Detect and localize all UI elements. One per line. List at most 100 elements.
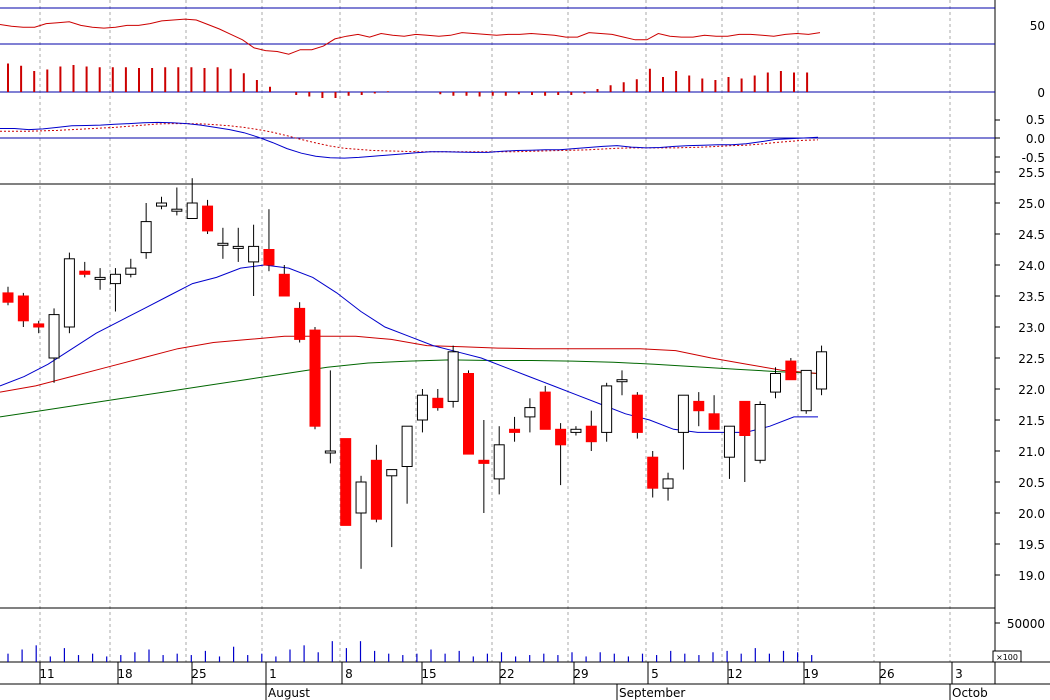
candle [509,416,521,442]
day-label: 22 [499,667,514,681]
price-tick-label: 25.5 [1018,166,1045,180]
volume-tick-50000: 50000 [1007,617,1045,631]
candle [248,224,260,296]
candle [770,367,781,399]
candle [816,345,828,396]
day-label: 18 [117,667,132,681]
volume-panel: 50000 ×100 [7,617,1045,663]
candle [539,385,551,430]
candle [785,358,797,381]
macd-tick-0.5: 0.5 [1026,113,1045,127]
month-label: September [619,686,685,700]
price-tick-label: 22.5 [1018,352,1045,366]
candle [370,444,382,523]
candle [232,227,244,262]
candle [217,227,229,259]
candle [739,400,751,482]
month-label: Octob [952,686,988,700]
day-label: 8 [345,667,353,681]
candle [754,401,766,464]
price-tick-label: 21.5 [1018,414,1045,428]
price-tick-label: 24.5 [1018,228,1045,242]
candle [202,199,214,234]
candle [278,265,290,297]
day-label: 26 [879,667,894,681]
vertical-gridlines [39,0,951,662]
day-label: 11 [39,667,54,681]
candle [601,382,613,442]
macd-tick-neg0.5: -0.5 [1022,151,1045,165]
price-tick-label: 23.5 [1018,290,1045,304]
price-tick-label: 21.0 [1018,445,1045,459]
candle [647,451,659,498]
candle [800,369,812,414]
candle [63,252,75,334]
price-tick-label: 19.5 [1018,538,1045,552]
candle [355,475,367,569]
candle [309,327,321,430]
oscillator-histogram [7,63,809,98]
day-label: 5 [651,667,659,681]
candle [570,426,582,436]
candle [401,425,413,504]
signal-line [0,123,819,153]
candle [17,292,29,327]
price-tick-label: 20.5 [1018,476,1045,490]
price-tick-label: 24.0 [1018,259,1045,273]
candle [140,203,152,259]
candle [186,178,198,219]
candle [94,268,106,290]
candle [432,389,444,411]
candle [616,370,628,396]
macd-tick-0.0: 0.0 [1026,132,1045,146]
candle [33,320,45,334]
osc-tick-50: 50 [1030,19,1045,33]
candle [723,425,735,479]
day-label: 29 [573,667,588,681]
candle [109,268,121,312]
day-label: 19 [803,667,818,681]
price-tick-label: 20.0 [1018,507,1045,521]
candle [447,345,459,408]
candle [156,196,167,210]
candle [324,370,336,464]
candle [677,394,689,470]
candle [493,426,505,495]
day-label: 1 [269,667,277,681]
day-label: 12 [727,667,742,681]
price-tick-label: 25.0 [1018,197,1045,211]
candle [125,258,137,278]
candle [171,187,183,216]
macd-line [0,121,819,159]
candle [478,420,490,513]
candle [631,392,643,439]
candle [585,410,597,451]
candle [693,392,705,427]
candle [463,370,474,455]
price-panel: 25.5 25.0 24.5 24.0 23.5 23.0 22.5 22.0 21.5 21.0… [0,166,1045,583]
oscillator-panel: 50 0 [0,7,1045,100]
candle [708,395,720,430]
price-tick-label: 23.0 [1018,321,1045,335]
candle [340,438,352,526]
candle [555,423,567,486]
candlesticks [2,178,828,569]
month-label: August [268,686,310,700]
candle [263,209,275,272]
price-axis: 25.5 25.0 24.5 24.0 23.5 23.0 22.5 22.0 21.5 21.0… [995,166,1045,583]
moving-average-long [0,359,819,418]
candle [662,472,674,501]
oscillator-line [0,18,821,55]
macd-panel: 0.5 0.0 -0.5 [0,113,1045,165]
volume-unit-label: ×100 [996,653,1018,662]
candle [524,398,536,433]
candle [48,308,60,383]
price-tick-label: 19.0 [1018,569,1045,583]
candle [386,469,398,548]
candle [79,261,91,278]
day-label: 3 [955,667,963,681]
price-tick-label: 22.0 [1018,383,1045,397]
candle [416,389,428,433]
